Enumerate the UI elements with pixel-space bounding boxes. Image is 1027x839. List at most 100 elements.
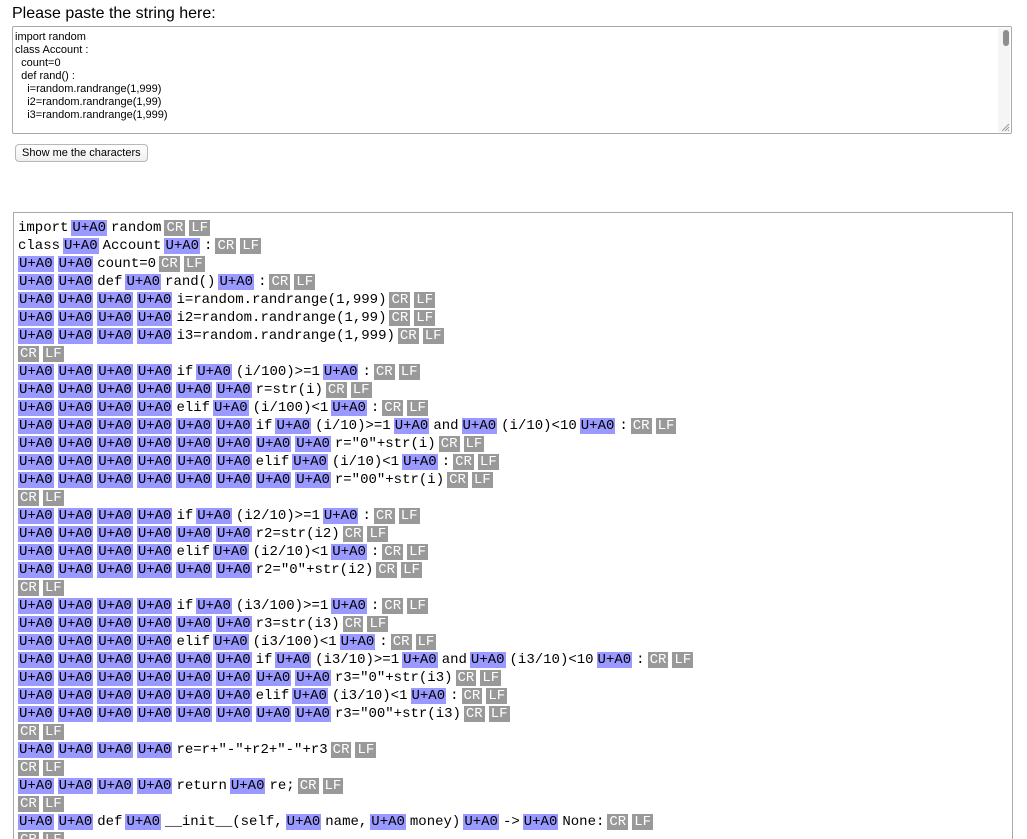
- cr-marker: CR: [159, 256, 180, 272]
- code-text: (i3/100)<1: [252, 634, 337, 650]
- nbsp-marker: U+A0: [469, 652, 506, 668]
- nbsp-marker: U+A0: [136, 472, 173, 488]
- cr-marker: CR: [397, 328, 419, 344]
- nbsp-marker: U+A0: [285, 814, 322, 830]
- nbsp-marker: U+A0: [18, 706, 54, 722]
- nbsp-marker: U+A0: [97, 364, 133, 380]
- lf-marker: LF: [183, 256, 205, 272]
- output-line: U+A0 U+A0 U+A0 U+A0 U+A0 U+A0 if U+A0 (i3/10)>=1…: [18, 652, 1008, 670]
- output-line: U+A0 U+A0 U+A0 U+A0 i=random.randrange(1,999…: [18, 292, 1008, 310]
- nbsp-marker: U+A0: [18, 652, 54, 668]
- nbsp-marker: U+A0: [136, 382, 173, 398]
- nbsp-marker: U+A0: [370, 814, 406, 830]
- nbsp-marker: U+A0: [18, 472, 54, 488]
- input-scrollbar[interactable]: [998, 28, 1010, 132]
- output-line: U+A0 U+A0 U+A0 U+A0 elif U+A0 (i2/10)<1 U+A0: CR…: [18, 544, 1008, 562]
- cr-marker: CR: [269, 274, 291, 290]
- string-input[interactable]: import random class Account : count=0 de…: [12, 26, 1012, 134]
- lf-marker: LF: [322, 778, 344, 794]
- code-text: :: [379, 634, 388, 650]
- nbsp-marker: U+A0: [57, 472, 94, 488]
- nbsp-marker: U+A0: [57, 544, 94, 560]
- nbsp-marker: U+A0: [18, 814, 54, 830]
- nbsp-marker: U+A0: [136, 328, 173, 344]
- code-text: (i2/10)>=1: [235, 508, 320, 524]
- nbsp-marker: U+A0: [57, 814, 94, 830]
- code-text: random: [111, 220, 162, 236]
- resize-grip-icon[interactable]: [1000, 122, 1010, 132]
- output-line: U+A0 U+A0 U+A0 U+A0 U+A0 U+A0 U+A0 U+A0 r="0"+st…: [18, 436, 1008, 454]
- output-line: U+A0 U+A0 U+A0 U+A0 U+A0 U+A0 elif U+A0 (i3/10)<…: [18, 688, 1008, 706]
- output-line: U+A0 U+A0 U+A0 U+A0 if U+A0 (i2/10)>=1 U+A0: CR L…: [18, 508, 1008, 526]
- nbsp-marker: U+A0: [339, 634, 376, 650]
- nbsp-marker: U+A0: [57, 256, 94, 272]
- nbsp-marker: U+A0: [136, 436, 173, 452]
- lf-marker: LF: [415, 634, 437, 650]
- nbsp-marker: U+A0: [57, 742, 94, 758]
- nbsp-marker: U+A0: [255, 436, 292, 452]
- nbsp-marker: U+A0: [136, 292, 173, 308]
- nbsp-marker: U+A0: [97, 634, 133, 650]
- lf-marker: LF: [42, 490, 64, 506]
- string-input-value[interactable]: import random class Account : count=0 de…: [15, 31, 168, 121]
- cr-marker: CR: [18, 724, 39, 740]
- code-text: :: [450, 688, 459, 704]
- code-text: def: [97, 814, 123, 830]
- nbsp-marker: U+A0: [18, 310, 54, 326]
- cr-marker: CR: [382, 598, 404, 614]
- code-text: if: [176, 598, 194, 614]
- nbsp-marker: U+A0: [463, 814, 499, 830]
- nbsp-marker: U+A0: [216, 418, 252, 434]
- nbsp-marker: U+A0: [275, 652, 312, 668]
- nbsp-marker: U+A0: [18, 526, 54, 542]
- lf-marker: LF: [401, 562, 422, 578]
- output-line: U+A0 U+A0 U+A0 U+A0 U+A0 U+A0 r=str(i) CR LF: [18, 382, 1008, 400]
- cr-marker: CR: [342, 616, 364, 632]
- nbsp-marker: U+A0: [176, 652, 213, 668]
- show-characters-button[interactable]: Show me the characters: [15, 144, 148, 162]
- nbsp-marker: U+A0: [196, 508, 232, 524]
- nbsp-marker: U+A0: [176, 472, 213, 488]
- code-text: (i/10)>=1: [315, 418, 391, 434]
- code-text: (i3/10)<10: [509, 652, 594, 668]
- code-text: r=str(i): [255, 382, 323, 398]
- output-line: U+A0 U+A0 U+A0 U+A0 elif U+A0 (i/100)<1 U+A0: CR…: [18, 400, 1008, 418]
- lf-marker: LF: [189, 220, 211, 236]
- lf-marker: LF: [477, 454, 499, 470]
- nbsp-marker: U+A0: [57, 598, 94, 614]
- code-text: name,: [325, 814, 368, 830]
- nbsp-marker: U+A0: [255, 472, 292, 488]
- code-text: (i/10)<1: [331, 454, 400, 470]
- nbsp-marker: U+A0: [292, 454, 328, 470]
- code-text: :: [441, 454, 451, 470]
- nbsp-marker: U+A0: [216, 436, 252, 452]
- nbsp-marker: U+A0: [97, 562, 133, 578]
- cr-marker: CR: [647, 652, 669, 668]
- output-line: U+A0 U+A0 U+A0 U+A0 U+A0 U+A0 r2=str(i2) CR LF: [18, 526, 1008, 544]
- cr-marker: CR: [607, 814, 629, 830]
- nbsp-marker: U+A0: [136, 652, 173, 668]
- nbsp-marker: U+A0: [18, 364, 54, 380]
- code-text: re;: [269, 778, 295, 794]
- code-text: r3="00"+str(i3): [334, 706, 461, 722]
- output-line: import U+A0 random CR LF: [18, 220, 1008, 238]
- code-text: return: [176, 778, 227, 794]
- cr-marker: CR: [18, 796, 39, 812]
- code-text: r3="0"+str(i3): [334, 670, 453, 686]
- nbsp-marker: U+A0: [216, 670, 252, 686]
- nbsp-marker: U+A0: [97, 328, 133, 344]
- nbsp-marker: U+A0: [57, 274, 94, 290]
- code-text: money): [409, 814, 461, 830]
- nbsp-marker: U+A0: [18, 256, 54, 272]
- nbsp-marker: U+A0: [136, 778, 173, 794]
- code-text: :: [362, 364, 371, 380]
- code-text: :: [636, 652, 645, 668]
- nbsp-marker: U+A0: [57, 688, 94, 704]
- input-scrollbar-thumb[interactable]: [1003, 30, 1009, 46]
- code-text: if: [255, 652, 273, 668]
- nbsp-marker: U+A0: [97, 778, 133, 794]
- lf-marker: LF: [486, 688, 508, 704]
- cr-marker: CR: [390, 634, 412, 650]
